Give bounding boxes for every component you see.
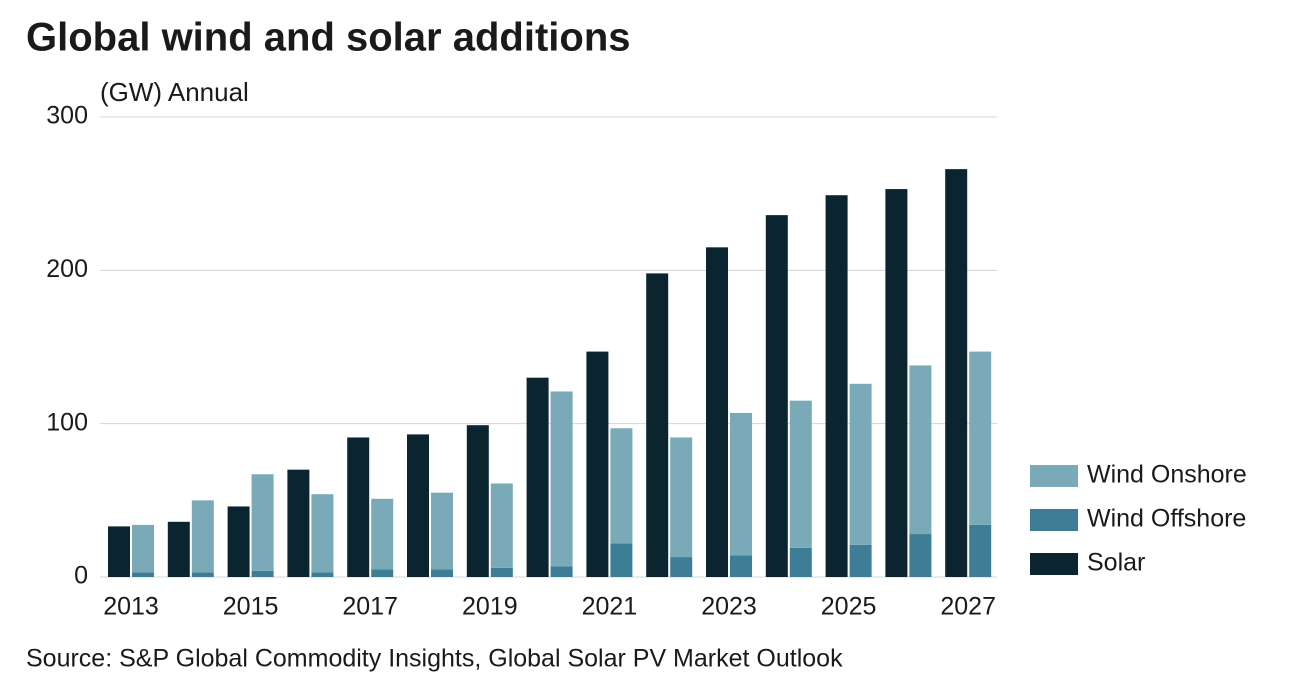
bar	[909, 365, 932, 535]
x-tick-label: 2017	[342, 593, 398, 621]
bar	[885, 189, 908, 578]
y-tick-label: 0	[74, 562, 88, 590]
bar	[765, 215, 788, 577]
bar	[227, 506, 250, 577]
legend-label: Wind Offshore	[1087, 505, 1246, 533]
bar	[431, 569, 453, 577]
bar	[610, 543, 633, 577]
bar	[371, 498, 394, 570]
legend-swatch	[1030, 465, 1078, 487]
x-tick-label: 2025	[821, 593, 877, 621]
x-tick-label: 2015	[223, 593, 279, 621]
chart-subtitle: (GW) Annual	[100, 77, 249, 107]
source-note: Source: S&P Global Commodity Insights, G…	[26, 645, 843, 673]
bar	[670, 437, 693, 558]
bar	[371, 569, 394, 577]
bar	[789, 400, 812, 548]
y-tick-label: 200	[46, 255, 88, 283]
bar	[730, 555, 752, 577]
legend-label: Wind Onshore	[1087, 461, 1247, 489]
bar	[849, 544, 872, 577]
bar	[825, 195, 848, 577]
bar	[849, 383, 872, 545]
legend-swatch	[1030, 553, 1078, 575]
bar	[431, 492, 453, 570]
x-tick-label: 2019	[462, 593, 518, 621]
bar	[586, 351, 609, 577]
bar	[191, 572, 214, 577]
bar	[550, 391, 573, 567]
bar	[969, 524, 992, 577]
x-tick-label: 2021	[582, 593, 638, 621]
bar	[167, 521, 190, 577]
bar	[550, 566, 573, 577]
bar	[347, 437, 370, 577]
bar	[251, 474, 274, 571]
x-tick-label: 2023	[701, 593, 757, 621]
y-tick-label: 300	[46, 102, 88, 130]
bar	[969, 351, 992, 525]
bar	[730, 412, 752, 556]
x-tick-label: 2013	[103, 593, 159, 621]
legend-swatch	[1030, 509, 1078, 531]
bar	[526, 377, 549, 577]
bar	[610, 428, 633, 544]
bar	[789, 547, 812, 577]
bar	[407, 434, 429, 577]
chart-title: Global wind and solar additions	[26, 16, 631, 60]
bar	[706, 247, 728, 578]
bar	[108, 526, 130, 577]
bar	[311, 572, 334, 577]
bar	[945, 169, 968, 577]
bar	[251, 570, 274, 577]
bar	[132, 524, 154, 573]
bar	[191, 500, 214, 573]
bar	[670, 557, 693, 577]
bar	[490, 567, 513, 577]
bar	[490, 483, 513, 568]
bar	[646, 273, 669, 577]
bar	[132, 572, 154, 577]
bar	[311, 494, 334, 573]
bar	[466, 425, 489, 577]
bar	[909, 534, 932, 577]
legend-label: Solar	[1087, 549, 1145, 577]
x-tick-label: 2027	[940, 593, 996, 621]
y-tick-label: 100	[46, 408, 88, 436]
bar	[287, 469, 310, 577]
